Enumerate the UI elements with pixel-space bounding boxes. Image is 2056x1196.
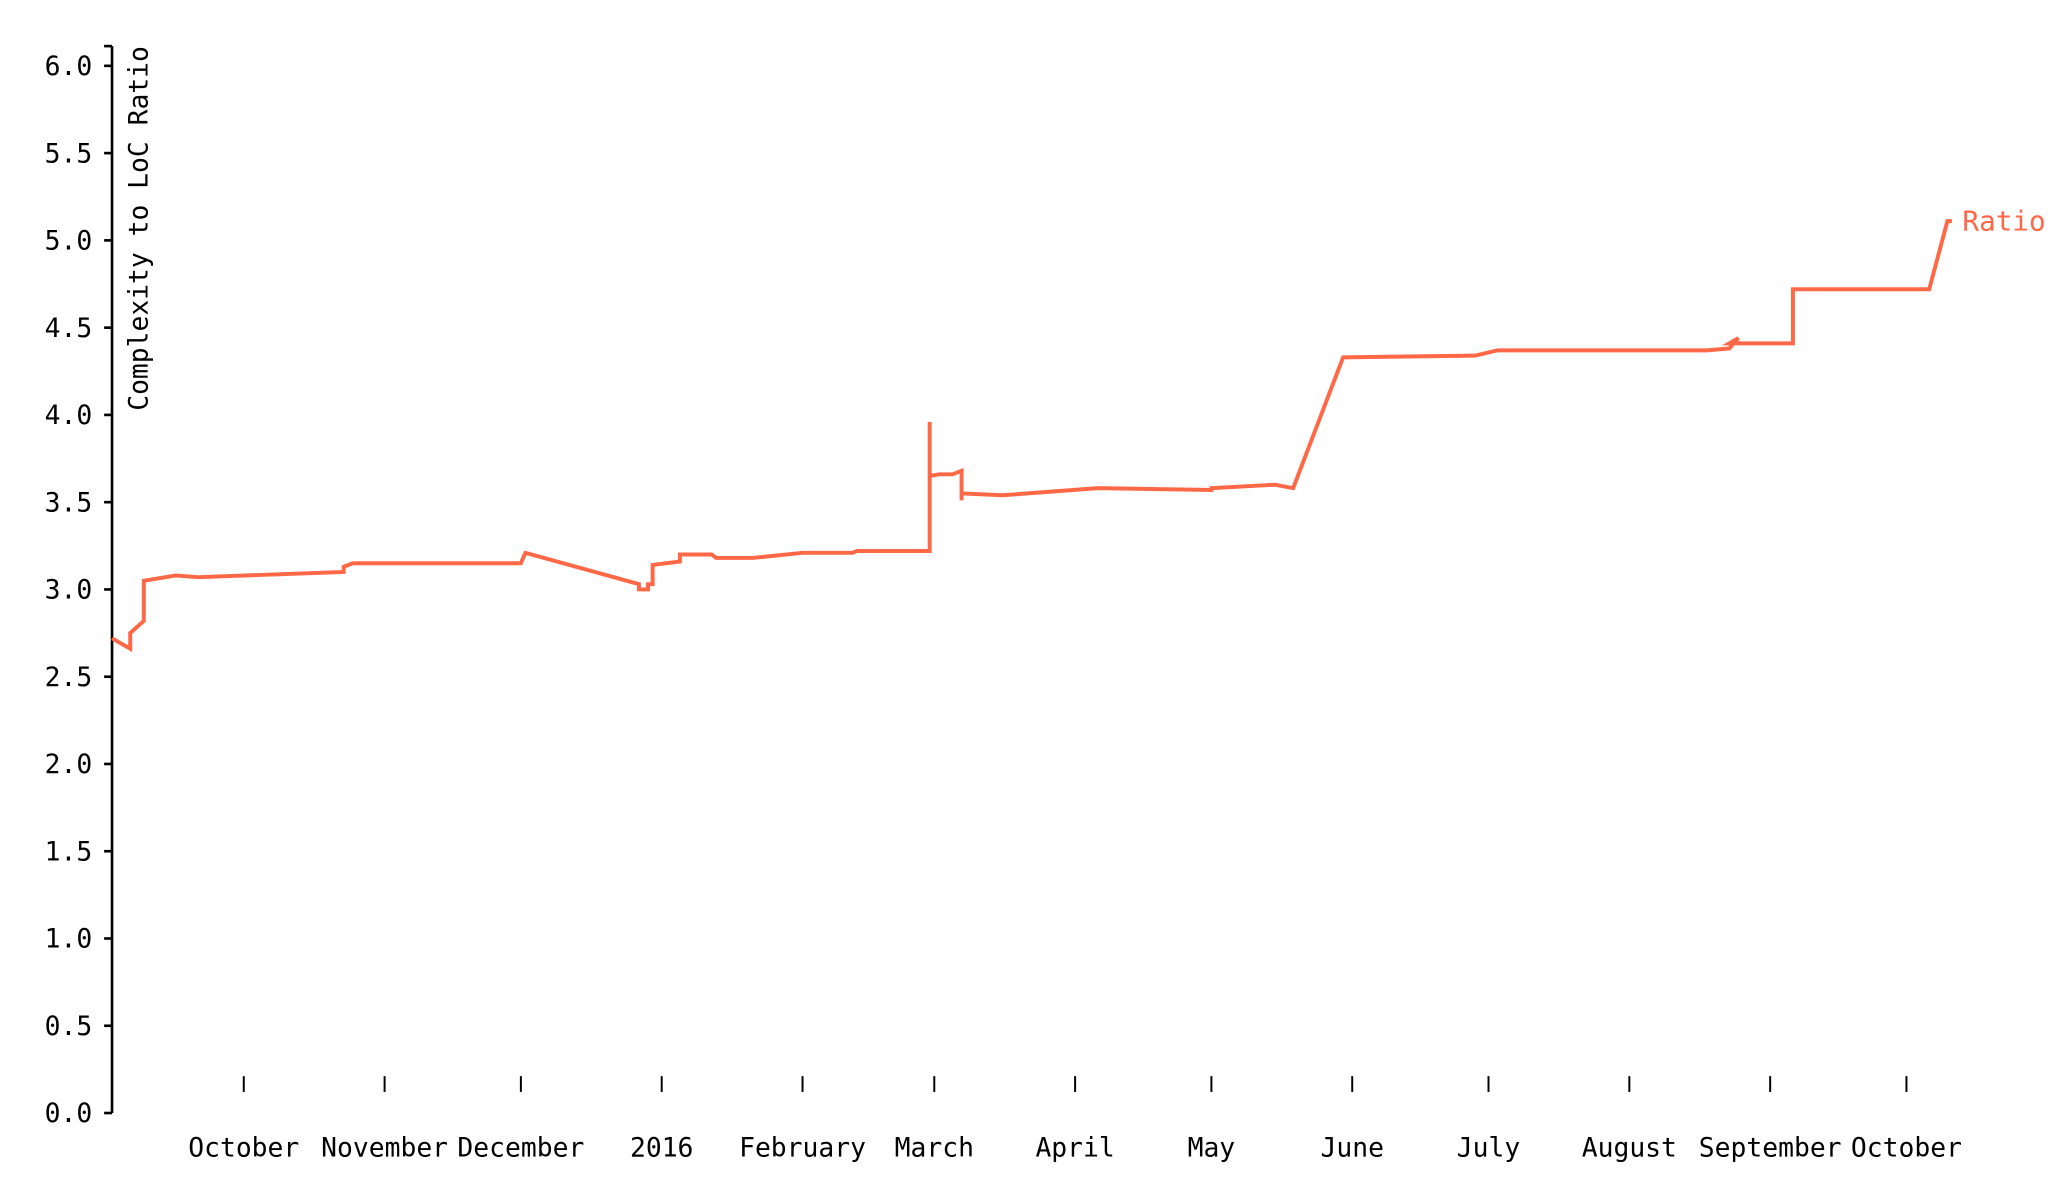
y-tick-label: 0.5 (45, 1012, 93, 1042)
y-tick-label: 2.0 (45, 750, 93, 780)
y-tick-label: 6.0 (45, 52, 93, 82)
y-tick-label: 2.5 (45, 663, 93, 693)
y-tick-label: 3.5 (45, 488, 93, 518)
x-tick-label: October (1851, 1133, 1962, 1163)
y-tick-label: 3.0 (45, 576, 93, 606)
x-tick-label: 2016 (630, 1133, 693, 1163)
plot-area: Ratio (111, 204, 2046, 653)
x-tick-label: September (1699, 1133, 1842, 1163)
y-tick-label: 5.0 (45, 227, 93, 257)
x-tick-label: July (1457, 1133, 1520, 1163)
y-tick-label: 4.0 (45, 401, 93, 431)
x-axis: October November December 2016 February March… (188, 1076, 1962, 1163)
y-tick-label: 1.0 (45, 925, 93, 955)
x-tick-label: October (188, 1133, 299, 1163)
x-tick-label: March (895, 1133, 974, 1163)
y-tick-label: 1.5 (45, 837, 93, 867)
x-tick-label: November (321, 1133, 448, 1163)
x-tick-label: August (1582, 1133, 1677, 1163)
x-tick-label: May (1188, 1133, 1236, 1163)
x-tick-label: December (457, 1133, 584, 1163)
x-tick-label: June (1320, 1133, 1383, 1163)
series-line-ratio (111, 219, 1952, 653)
y-tick-label: 0.0 (45, 1099, 93, 1129)
y-tick-label: 5.5 (45, 139, 93, 169)
y-tick-label: 4.5 (45, 314, 93, 344)
y-axis-title: Complexity to LoC Ratio (125, 46, 155, 411)
series-label: Ratio (1962, 204, 2045, 237)
x-tick-label: April (1035, 1133, 1114, 1163)
x-tick-label: February (739, 1133, 866, 1163)
y-axis: 0.0 0.5 1.0 1.5 2.0 2.5 3.0 3.5 4.0 4.5 5.0 5.5 6.0 (45, 44, 114, 1129)
